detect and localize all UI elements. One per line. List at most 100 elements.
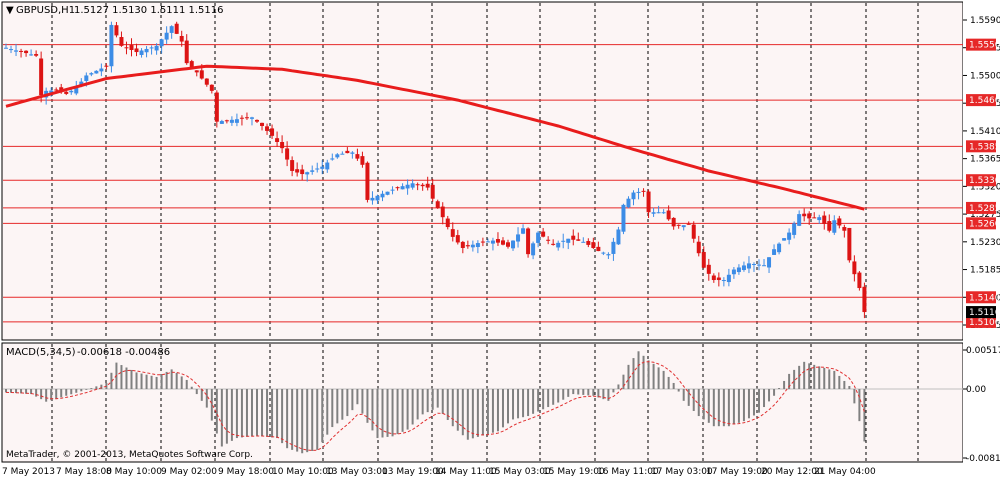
candle-body xyxy=(701,251,706,268)
candle-body xyxy=(726,274,731,283)
candle-body xyxy=(516,234,521,242)
vertical-grid xyxy=(51,3,919,461)
candle-body xyxy=(721,280,726,282)
candle-body xyxy=(280,142,285,149)
candle-body xyxy=(9,49,14,51)
candle-body xyxy=(24,50,29,54)
candle-body xyxy=(646,191,651,213)
candle-body xyxy=(460,241,465,248)
candle-body xyxy=(285,148,290,160)
candle-body xyxy=(119,37,124,46)
candle-body xyxy=(325,162,330,170)
time-axis-tick-label: 7 May 18:00 xyxy=(56,467,112,477)
candle-body xyxy=(415,184,420,186)
time-axis-tick-label: 17 May 19:00 xyxy=(706,467,768,477)
chart-dropdown-icon[interactable]: ▼ xyxy=(6,5,14,16)
time-axis-tick-label: 13 May 03:00 xyxy=(326,467,388,477)
candle-body xyxy=(827,221,832,231)
candle-body xyxy=(536,232,541,243)
time-axis-tick-label: 13 May 19:00 xyxy=(382,467,444,477)
candle-body xyxy=(601,252,606,254)
price-tick-label: 1.5185 xyxy=(970,266,1000,276)
candle-body xyxy=(596,246,601,252)
level-tag-label: 1.5260 xyxy=(969,219,1000,229)
price-tick-label: 1.5275 xyxy=(970,210,1000,220)
candle-body xyxy=(651,212,656,214)
level-tag-label: 1.5330 xyxy=(969,176,1000,186)
candle-body xyxy=(199,70,204,79)
candle-body xyxy=(797,214,802,226)
candle-body xyxy=(124,47,129,49)
candle-body xyxy=(807,213,812,219)
price-tick-label: 1.5320 xyxy=(970,182,1000,192)
candle-body xyxy=(757,264,761,266)
price-tick-label: 1.5410 xyxy=(970,127,1000,137)
candle-body xyxy=(89,73,94,75)
candle-body xyxy=(676,224,681,226)
candle-body xyxy=(79,81,84,86)
candle-body xyxy=(365,162,370,200)
candle-body xyxy=(159,39,164,47)
horizontal-levels xyxy=(3,44,963,323)
candle-body xyxy=(852,261,857,275)
macd-tick-label: -0.00816 xyxy=(966,454,1000,464)
level-tag xyxy=(966,201,996,214)
candle-body xyxy=(832,220,837,233)
candle-body xyxy=(767,257,772,268)
candle-body xyxy=(164,32,169,40)
current-price-label: 1.5116 xyxy=(969,308,1000,318)
candle-body xyxy=(842,227,847,231)
time-axis-tick-label: 10 May 10:00 xyxy=(272,467,334,477)
candle-body xyxy=(490,240,495,244)
candle-body xyxy=(546,239,551,241)
candle-body xyxy=(69,90,74,93)
candle-body xyxy=(817,217,822,221)
price-axis-panel xyxy=(963,0,1000,479)
candle-body xyxy=(139,50,144,55)
candle-body xyxy=(290,160,295,171)
candle-body xyxy=(812,217,817,219)
candle-body xyxy=(711,275,716,281)
candle-body xyxy=(64,91,69,94)
level-tag-label: 1.5285 xyxy=(969,204,1000,214)
candle-body xyxy=(430,184,435,199)
candle-body xyxy=(862,286,867,313)
macd-tick-label: 0.00 xyxy=(966,385,986,395)
moving-average-line xyxy=(5,64,865,211)
candle-body xyxy=(209,84,214,91)
candle-body xyxy=(541,231,546,237)
candle-body xyxy=(696,241,701,254)
main-plot-area[interactable] xyxy=(1,1,964,341)
candle-body xyxy=(566,238,571,243)
candle-body xyxy=(420,184,425,187)
candle-body xyxy=(792,223,797,235)
candle-body xyxy=(410,183,415,188)
level-tag xyxy=(966,291,996,304)
candle-body xyxy=(385,191,390,195)
time-axis-tick-label: 16 May 11:00 xyxy=(597,467,659,477)
time-axis-tick-label: 21 May 04:00 xyxy=(814,467,876,477)
time-axis-tick-label: 20 May 12:00 xyxy=(761,467,823,477)
candle-body xyxy=(405,184,410,189)
candle-body xyxy=(611,241,616,254)
candle-body xyxy=(244,117,249,119)
candle-body xyxy=(706,264,711,274)
candle-body xyxy=(626,198,631,208)
candle-body xyxy=(506,242,510,247)
candle-body xyxy=(686,223,691,225)
copyright-notice: MetaTrader, © 2001-2013, MetaQuotes Soft… xyxy=(6,450,253,460)
candle-body xyxy=(204,78,209,85)
candle-body xyxy=(822,215,827,224)
candle-body xyxy=(500,240,505,245)
candle-body xyxy=(802,213,807,217)
candle-body xyxy=(234,119,239,123)
level-tag-label: 1.5140 xyxy=(969,293,1000,303)
candle-body xyxy=(179,35,184,42)
candle-body xyxy=(470,244,475,248)
candle-body xyxy=(249,117,254,119)
candle-body xyxy=(14,50,19,52)
candle-body xyxy=(295,169,300,173)
candle-body xyxy=(571,235,576,240)
